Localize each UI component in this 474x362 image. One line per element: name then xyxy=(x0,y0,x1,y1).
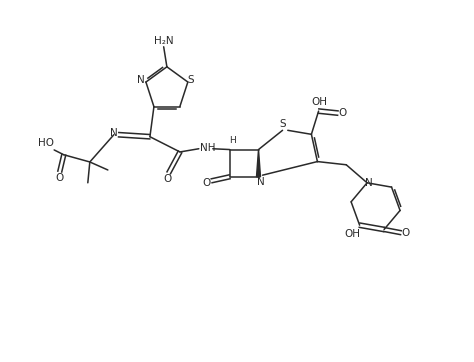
Text: HO: HO xyxy=(38,138,54,148)
Text: N: N xyxy=(137,75,145,85)
Polygon shape xyxy=(256,150,261,177)
Text: OH: OH xyxy=(311,97,328,107)
Text: NH: NH xyxy=(200,143,215,153)
Text: S: S xyxy=(280,119,286,129)
Text: N: N xyxy=(365,178,373,188)
Text: N: N xyxy=(110,128,118,138)
Text: H₂N: H₂N xyxy=(154,36,173,46)
Text: O: O xyxy=(164,174,172,184)
Text: O: O xyxy=(203,178,211,188)
Text: H: H xyxy=(229,136,236,145)
Text: OH: OH xyxy=(345,229,360,239)
Text: O: O xyxy=(401,228,410,238)
Text: O: O xyxy=(338,108,347,118)
Text: S: S xyxy=(187,75,194,85)
Text: N: N xyxy=(256,177,264,188)
Text: O: O xyxy=(55,173,64,184)
